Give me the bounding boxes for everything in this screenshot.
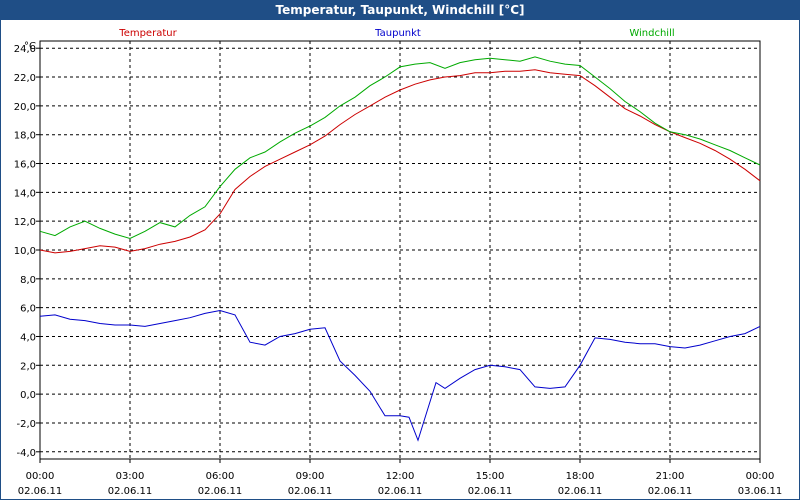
y-tick-label: 8,0 bbox=[20, 275, 36, 286]
y-tick-label: 10,0 bbox=[14, 246, 36, 257]
x-tick-time: 03:00 bbox=[116, 471, 145, 482]
y-tick-label: 24,0 bbox=[14, 44, 36, 55]
y-tick-label: 12,0 bbox=[14, 217, 36, 228]
y-tick-label: 6,0 bbox=[20, 304, 36, 315]
y-tick-label: 18,0 bbox=[14, 131, 36, 142]
x-tick-time: 12:00 bbox=[386, 471, 415, 482]
x-tick-date: 02.06.11 bbox=[558, 486, 603, 497]
y-axis-ticks: 24,0 22,0 20,0 18,0 16,0 14,0 12,0 10,0 8,0 6,0 4,… bbox=[14, 44, 40, 459]
y-tick-label: 2,0 bbox=[20, 361, 36, 372]
x-tick-time: 00:00 bbox=[26, 471, 55, 482]
y-tick-label: 4,0 bbox=[20, 332, 36, 343]
legend-taupunkt: Taupunkt bbox=[374, 28, 421, 39]
series-line-taupunkt bbox=[39, 309, 761, 442]
x-tick-date: 02.06.11 bbox=[108, 486, 153, 497]
series-lines bbox=[39, 56, 761, 442]
legend-temperatur: Temperatur bbox=[118, 28, 177, 39]
x-tick-time: 21:00 bbox=[656, 471, 685, 482]
y-axis-unit-label: °C bbox=[24, 41, 36, 52]
x-tick-date: 02.06.11 bbox=[378, 486, 423, 497]
x-tick-date: 02.06.11 bbox=[288, 486, 333, 497]
y-tick-label: 16,0 bbox=[14, 160, 36, 171]
chart-title: Temperatur, Taupunkt, Windchill [°C] bbox=[275, 3, 525, 17]
x-tick-date: 02.06.11 bbox=[18, 486, 63, 497]
x-tick-date: 02.06.11 bbox=[198, 486, 243, 497]
y-tick-label: -4,0 bbox=[16, 448, 36, 459]
x-tick-date: 03.06.11 bbox=[738, 486, 783, 497]
legend-windchill: Windchill bbox=[629, 28, 674, 39]
x-tick-time: 15:00 bbox=[476, 471, 505, 482]
x-tick-time: 09:00 bbox=[296, 471, 325, 482]
x-tick-time: 06:00 bbox=[206, 471, 235, 482]
y-tick-label: 22,0 bbox=[14, 73, 36, 84]
x-tick-time: 18:00 bbox=[566, 471, 595, 482]
grid-lines bbox=[40, 41, 760, 459]
y-tick-label: 14,0 bbox=[14, 188, 36, 199]
x-tick-time: 00:00 bbox=[746, 471, 775, 482]
y-tick-label: 0,0 bbox=[20, 390, 36, 401]
series-line-temperatur bbox=[39, 69, 761, 254]
legend: Temperatur Taupunkt Windchill bbox=[118, 28, 674, 39]
x-tick-date: 02.06.11 bbox=[468, 486, 513, 497]
series-line-windchill bbox=[39, 56, 761, 240]
y-tick-label: -2,0 bbox=[16, 419, 36, 430]
y-tick-label: 20,0 bbox=[14, 102, 36, 113]
x-axis-ticks: 00:00 02.06.11 03:00 02.06.11 06:00 02.06.11 0… bbox=[18, 459, 783, 497]
x-tick-date: 02.06.11 bbox=[648, 486, 693, 497]
